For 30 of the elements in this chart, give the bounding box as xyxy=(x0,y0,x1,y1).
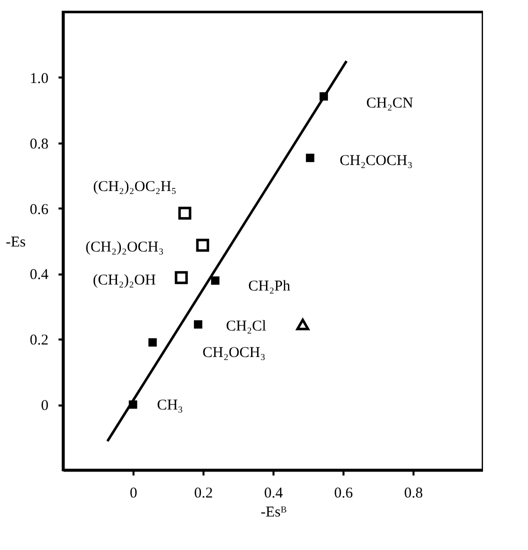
annotation: CH₂COCH₃ xyxy=(340,152,413,169)
annotation: (CH₂)₂OC₂H₅ xyxy=(93,179,177,196)
point xyxy=(174,271,188,284)
y-tick-label: 0.6 xyxy=(30,202,49,218)
annotation: CH₂Ph xyxy=(248,278,291,295)
x-tick-label: 0.8 xyxy=(404,486,423,502)
x-tick-label: 0.4 xyxy=(264,486,284,502)
annotation: CH₃ xyxy=(156,398,184,414)
x-tick-label: 0.6 xyxy=(334,486,354,502)
y-tick-label: 0 xyxy=(41,398,48,414)
annotation: CH₂OCH₃ xyxy=(202,345,266,361)
annotation: CH₂CN xyxy=(366,95,414,112)
annotation: (CH₂)₂OCH₃ xyxy=(86,239,164,256)
annotation: (CH₂)₂OH xyxy=(92,272,156,289)
point xyxy=(148,338,157,347)
x-axis-title: -Esᴮ xyxy=(260,504,287,520)
point xyxy=(178,206,192,220)
y-tick-label: 1.0 xyxy=(30,70,48,87)
point xyxy=(211,276,220,285)
annotation: CH₂Cl xyxy=(226,318,266,334)
y-tick-label: 0.4 xyxy=(30,267,49,284)
y-tick-label: 0.8 xyxy=(30,136,48,152)
y-axis-title: -Es xyxy=(6,234,26,250)
point xyxy=(306,154,314,162)
y-tick-label: 0.2 xyxy=(30,332,48,349)
x-tick-label: 0 xyxy=(130,486,138,502)
point xyxy=(196,238,210,252)
x-tick-label: 0.2 xyxy=(194,486,213,502)
point xyxy=(296,318,310,330)
point xyxy=(194,320,202,329)
